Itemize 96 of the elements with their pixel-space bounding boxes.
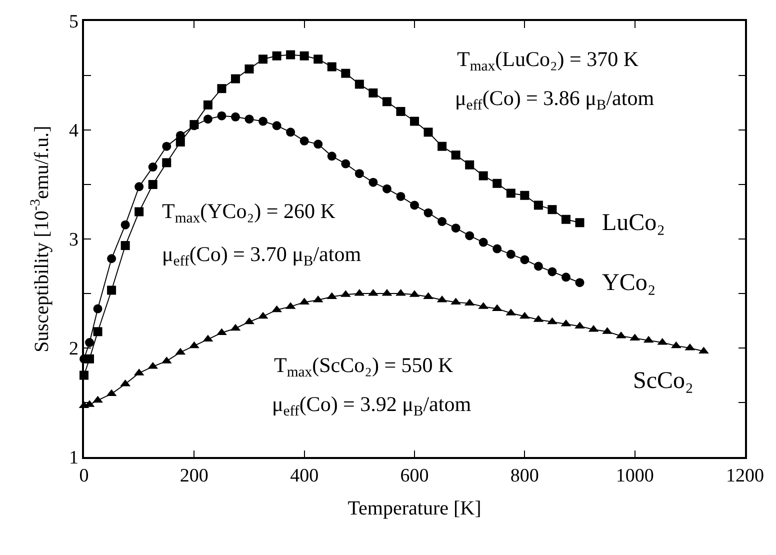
point [85,338,94,348]
point [520,255,530,264]
point [134,207,144,216]
point [92,396,103,403]
point [438,217,447,226]
x-tick-label: 1200 [726,466,764,487]
y-tick-label: 2 [68,338,78,360]
point [492,178,502,188]
point [423,292,434,300]
point [93,327,102,336]
point [162,158,172,168]
point [534,200,543,210]
point [396,106,406,116]
point [506,250,516,259]
point [286,50,296,60]
annotation: μ$_{eff}$(Co) = 3.92 μ$_{B}$/atom [272,392,472,420]
point [382,97,392,106]
y-tick-label: 4 [68,120,79,142]
point [424,208,433,218]
point [451,150,460,160]
point [492,244,502,254]
point [520,190,530,200]
point [203,100,212,110]
x-tick-label: 600 [400,466,429,487]
point [465,231,474,240]
x-tick-label: 200 [180,466,208,487]
point [354,169,364,178]
point [396,192,406,201]
point [341,68,350,78]
point [134,182,144,192]
point [203,114,212,124]
point [120,220,130,230]
series-label: YCo₂ [602,270,656,296]
x-tick-label: 0 [79,466,89,487]
point [478,171,488,180]
x-tick-label: 1000 [616,466,654,487]
point [410,200,419,210]
point [327,62,336,72]
y-tick-label: 1 [68,448,78,469]
point [354,80,364,89]
point [382,184,392,194]
point [424,128,433,137]
point [314,140,323,149]
x-axis-title: Temperature [K] [348,498,482,520]
point [368,88,378,98]
point [300,136,309,146]
point [107,286,116,295]
point [258,54,268,64]
point [258,116,268,126]
annotation: μ$_{eff}$(Co) = 3.70 μ$_{B}$/atom [162,242,362,270]
x-tick-label: 800 [510,466,539,487]
annotation: T$_{max}$(YCo₂) = 260 K [162,199,336,226]
point [506,188,516,198]
point [327,152,336,161]
point [534,262,543,271]
point [272,305,282,312]
point [547,317,558,324]
point [438,142,447,151]
point [244,317,254,324]
point [368,178,378,187]
annotation: T$_{max}$(ScCo₂) = 550 K [274,353,454,380]
y-tick-label: 5 [68,12,78,33]
point [244,114,254,124]
point [272,51,282,60]
point [478,238,488,247]
point [162,142,172,151]
point [451,224,460,233]
point [217,111,226,120]
point [548,267,557,276]
point [120,241,130,250]
y-tick-label: 3 [68,230,78,251]
annotation: T$_{max}$(LuCo₂) = 370 K [457,47,639,74]
annotation: μ$_{eff}$(Co) = 3.86 μ$_{B}$/atom [455,86,654,114]
point [93,304,102,314]
series-label: LuCo₂ [602,210,666,236]
point [217,84,226,94]
series-label: ScCo₂ [633,368,694,394]
point [465,160,474,170]
point [244,64,254,74]
point [148,162,158,172]
point [300,51,309,60]
point [107,254,116,264]
point [575,278,584,288]
x-tick-label: 400 [290,466,319,487]
point [230,112,240,122]
point [561,214,570,224]
point [230,74,240,84]
point [286,128,296,137]
point [410,116,419,126]
point [148,180,158,189]
point [575,218,584,228]
point [314,54,323,64]
point [341,159,350,168]
point [272,121,282,130]
point [561,272,570,282]
point [548,205,557,214]
